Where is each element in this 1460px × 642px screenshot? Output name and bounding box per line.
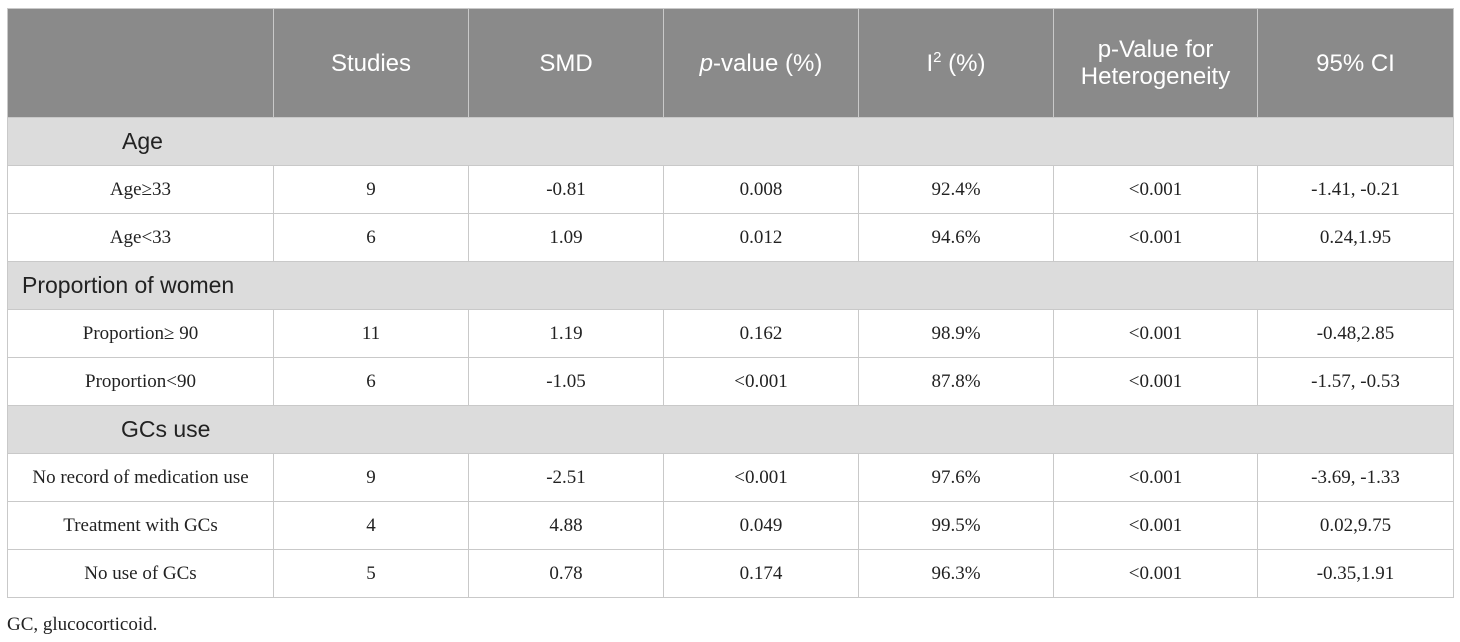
cell-i2: 96.3% (858, 549, 1054, 598)
cell-ci: -3.69, -1.33 (1257, 453, 1454, 502)
header-heterogeneity: p-Value for Heterogeneity (1053, 8, 1258, 118)
cell-p-heterogeneity: <0.001 (1053, 165, 1258, 214)
header-studies: Studies (273, 8, 469, 118)
group-row-age: Age (7, 117, 1454, 166)
header-ci: 95% CI (1257, 8, 1454, 118)
cell-i2: 94.6% (858, 213, 1054, 262)
cell-studies: 4 (273, 501, 469, 550)
cell-p-heterogeneity: <0.001 (1053, 453, 1258, 502)
cell-studies: 6 (273, 213, 469, 262)
cell-p-value: 0.008 (663, 165, 859, 214)
table-row: Treatment with GCs 4 4.88 0.049 99.5% <0… (7, 501, 1454, 550)
row-label: No record of medication use (7, 453, 274, 502)
row-label: Age≥33 (7, 165, 274, 214)
cell-p-value: <0.001 (663, 357, 859, 406)
table-row: No record of medication use 9 -2.51 <0.0… (7, 453, 1454, 502)
cell-p-heterogeneity: <0.001 (1053, 357, 1258, 406)
cell-p-value: 0.162 (663, 309, 859, 358)
cell-studies: 5 (273, 549, 469, 598)
cell-ci: -1.41, -0.21 (1257, 165, 1454, 214)
table-row: No use of GCs 5 0.78 0.174 96.3% <0.001 … (7, 549, 1454, 598)
cell-ci: 0.02,9.75 (1257, 501, 1454, 550)
cell-ci: -0.48,2.85 (1257, 309, 1454, 358)
cell-p-value: <0.001 (663, 453, 859, 502)
header-i2-sup: 2 (933, 48, 942, 66)
table-footnote: GC, glucocorticoid. (7, 614, 158, 635)
table-row: Age≥33 9 -0.81 0.008 92.4% <0.001 -1.41,… (7, 165, 1454, 214)
header-p-italic: p (699, 49, 713, 77)
cell-smd: 1.09 (468, 213, 664, 262)
header-row: Studies SMD p-value (%) I2 (%) p-Value f… (7, 8, 1454, 118)
cell-ci: 0.24,1.95 (1257, 213, 1454, 262)
subgroup-analysis-table: Studies SMD p-value (%) I2 (%) p-Value f… (7, 8, 1454, 598)
cell-i2: 92.4% (858, 165, 1054, 214)
cell-p-heterogeneity: <0.001 (1053, 309, 1258, 358)
cell-p-heterogeneity: <0.001 (1053, 549, 1258, 598)
cell-studies: 6 (273, 357, 469, 406)
header-i2: I2 (%) (858, 8, 1054, 118)
cell-smd: -2.51 (468, 453, 664, 502)
cell-p-heterogeneity: <0.001 (1053, 501, 1258, 550)
cell-i2: 97.6% (858, 453, 1054, 502)
cell-i2: 87.8% (858, 357, 1054, 406)
row-label: Proportion≥ 90 (7, 309, 274, 358)
results-table-container: Studies SMD p-value (%) I2 (%) p-Value f… (7, 8, 1454, 598)
group-row-gcs-use: GCs use (7, 405, 1454, 454)
header-p-value: p-value (%) (663, 8, 859, 118)
table-row: Proportion<90 6 -1.05 <0.001 87.8% <0.00… (7, 357, 1454, 406)
cell-p-value: 0.174 (663, 549, 859, 598)
cell-smd: -0.81 (468, 165, 664, 214)
group-label: Age (122, 128, 163, 154)
cell-smd: 4.88 (468, 501, 664, 550)
cell-smd: 0.78 (468, 549, 664, 598)
table-row: Age<33 6 1.09 0.012 94.6% <0.001 0.24,1.… (7, 213, 1454, 262)
cell-studies: 9 (273, 453, 469, 502)
group-label: GCs use (121, 416, 211, 442)
cell-smd: 1.19 (468, 309, 664, 358)
group-label: Proportion of women (22, 272, 235, 298)
cell-studies: 11 (273, 309, 469, 358)
row-label: No use of GCs (7, 549, 274, 598)
cell-i2: 99.5% (858, 501, 1054, 550)
header-p-rest: -value (%) (713, 49, 823, 77)
cell-p-value: 0.012 (663, 213, 859, 262)
header-i2-base: I (926, 49, 934, 77)
header-empty (7, 8, 274, 118)
group-row-proportion-of-women: Proportion of women (7, 261, 1454, 310)
cell-smd: -1.05 (468, 357, 664, 406)
cell-ci: -1.57, -0.53 (1257, 357, 1454, 406)
row-label: Age<33 (7, 213, 274, 262)
cell-i2: 98.9% (858, 309, 1054, 358)
cell-p-heterogeneity: <0.001 (1053, 213, 1258, 262)
cell-studies: 9 (273, 165, 469, 214)
header-smd: SMD (468, 8, 664, 118)
header-i2-rest: (%) (941, 49, 986, 77)
row-label: Proportion<90 (7, 357, 274, 406)
row-label: Treatment with GCs (7, 501, 274, 550)
cell-ci: -0.35,1.91 (1257, 549, 1454, 598)
cell-p-value: 0.049 (663, 501, 859, 550)
table-row: Proportion≥ 90 11 1.19 0.162 98.9% <0.00… (7, 309, 1454, 358)
